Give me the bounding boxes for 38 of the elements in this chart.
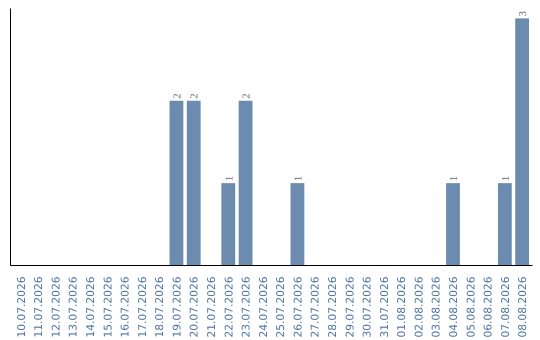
x-tick-label: 29.07.2026: [343, 276, 356, 338]
x-tick-label: 08.08.2026: [516, 276, 530, 338]
x-tick-label: 05.08.2026: [464, 276, 478, 338]
x-tick-label: 24.07.2026: [256, 276, 270, 338]
x-tick-label: 28.07.2026: [326, 276, 339, 338]
x-tick-label: 20.07.2026: [188, 276, 201, 338]
x-tick-label: 12.07.2026: [49, 276, 62, 338]
x-tick-label: 21.07.2026: [205, 276, 218, 338]
data-label: 1: [448, 176, 460, 182]
x-tick-label: 13.07.2026: [66, 276, 80, 338]
data-label: 1: [293, 176, 304, 182]
x-tick-label: 02.08.2026: [412, 276, 426, 338]
x-tick-label: 25.07.2026: [274, 276, 288, 338]
data-label: 2: [172, 93, 184, 99]
x-tick-label: 27.07.2026: [308, 276, 322, 338]
data-label: 1: [224, 176, 236, 182]
x-tick-label: 26.07.2026: [291, 276, 304, 338]
x-tick-label: 17.07.2026: [136, 276, 149, 338]
x-tick-label: 04.08.2026: [446, 276, 460, 338]
x-tick-label: 18.07.2026: [153, 276, 166, 338]
x-tick-label: 23.07.2026: [240, 276, 253, 338]
x-tick-label: 06.08.2026: [482, 276, 495, 338]
x-tick-label: 15.07.2026: [101, 276, 114, 338]
x-tick-label: 31.07.2026: [378, 276, 391, 338]
x-tick-label: 19.07.2026: [170, 276, 184, 338]
x-tick-label: 14.07.2026: [84, 276, 98, 338]
data-label: 1: [500, 176, 512, 182]
x-tick-label: 10.07.2026: [14, 276, 28, 338]
x-tick-label: 11.07.2026: [32, 276, 46, 338]
x-tick-label: 01.08.2026: [395, 276, 408, 338]
x-tick-label: 22.07.2026: [222, 276, 236, 338]
data-label: 3: [518, 11, 530, 16]
data-label: 2: [190, 93, 201, 99]
x-tick-label: 16.07.2026: [118, 276, 132, 338]
x-tick-label: 07.08.2026: [498, 276, 512, 338]
x-tick-label: 03.08.2026: [430, 276, 443, 338]
x-tick-label: 30.07.2026: [360, 276, 374, 338]
data-label: 2: [242, 93, 253, 99]
